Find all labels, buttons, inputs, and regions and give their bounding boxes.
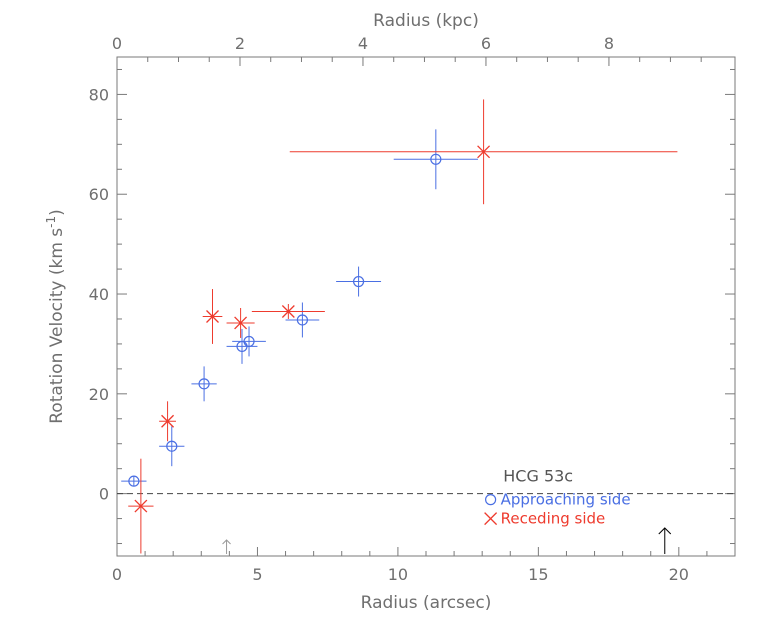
approaching-point [159,426,185,467]
x-marker-stroke [161,414,175,428]
receding-point [128,458,154,554]
y-tick-label: 60 [89,185,109,204]
circle-marker [128,475,140,487]
x-tick-label: 10 [388,565,408,584]
x-marker-stroke [134,499,148,513]
legend-x-icon [484,512,498,526]
approaching-point [393,129,478,190]
y-tick-label: 20 [89,385,109,404]
receding-point [251,304,325,319]
y-axis-title: Rotation Velocity (km s-1) [44,209,67,424]
y-tick-label: 0 [99,485,109,504]
y-tick-label: 80 [89,85,109,104]
x2-tick-label: 2 [235,34,245,53]
receding-point [289,99,678,205]
arrow-head [222,539,231,545]
receding-point [159,401,176,442]
x-tick-label: 5 [252,565,262,584]
circle-marker [296,314,308,326]
x2-axis-title: Radius (kpc) [373,11,479,31]
receding-point [202,289,223,344]
approaching-point [121,475,147,487]
x-marker-stroke [281,305,295,318]
legend-circle-icon [485,494,497,506]
x-tick-label: 20 [669,565,689,584]
approaching-point [336,266,382,297]
x-marker-stroke [234,316,248,330]
receding-point [226,307,255,338]
x2-tick-label: 4 [358,34,368,53]
circle-marker [352,275,365,288]
approaching-point [232,326,266,357]
legend-approaching-label: Approaching side [501,491,631,509]
circle-marker [198,378,210,390]
x2-tick-label: 8 [604,34,614,53]
circle-marker [243,335,255,348]
object-label: HCG 53c [503,467,573,486]
approaching-point [226,328,258,364]
x-axis-title: Radius (arcsec) [361,593,492,613]
legend-receding-label: Receding side [501,510,606,528]
x-tick-label: 15 [528,565,548,584]
plot-frame [116,56,736,557]
y-tick-label: 40 [89,285,109,304]
x2-tick-label: 6 [481,34,491,53]
x-tick-label: 0 [112,565,122,584]
approaching-point [285,302,320,338]
arrow-head [658,527,672,535]
data-marks [121,99,678,554]
x-marker-stroke [477,145,491,159]
x2-tick-label: 0 [112,34,122,53]
approaching-point [191,366,217,402]
circle-marker [166,440,178,452]
x-marker-stroke [206,310,219,323]
circle-marker [430,153,442,165]
